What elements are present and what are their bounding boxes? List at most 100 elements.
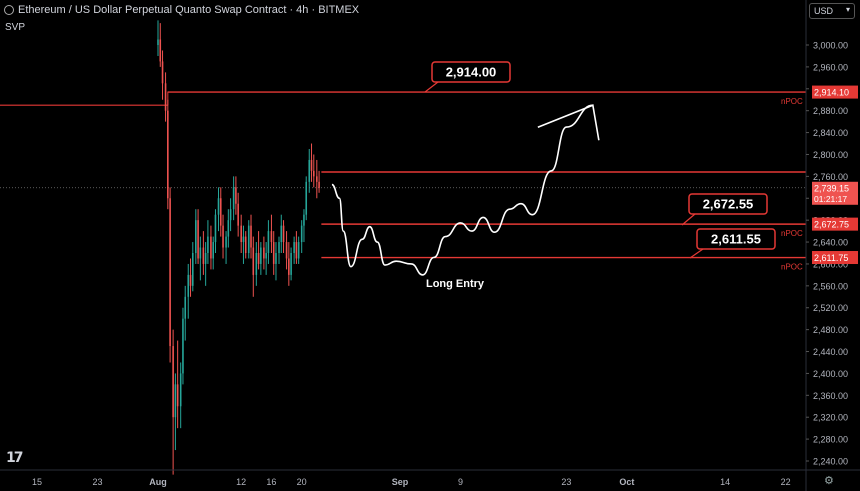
candle-body — [260, 247, 262, 264]
y-tick-label: 2,400.00 — [813, 369, 848, 379]
candle-body — [225, 236, 227, 248]
y-tick-label: 2,280.00 — [813, 435, 848, 445]
x-tick-label: 12 — [236, 477, 246, 487]
y-tick-label: 2,240.00 — [813, 457, 848, 467]
y-tick-label: 2,600.00 — [813, 259, 848, 269]
x-tick-label: Oct — [619, 477, 634, 487]
candle-body — [242, 236, 245, 243]
level-callout-box[interactable] — [696, 228, 776, 250]
candle-body — [182, 318, 184, 374]
tradingview-logo[interactable]: 17 — [6, 450, 24, 466]
candle-body — [278, 242, 280, 253]
candle-body — [303, 214, 305, 226]
x-tick-label: 9 — [458, 477, 463, 487]
candle-body — [197, 220, 199, 259]
level-callout-box[interactable] — [431, 61, 511, 83]
price-axis[interactable] — [806, 0, 860, 491]
candle-body — [255, 253, 258, 275]
last-price-label: 2,739.15 — [814, 183, 849, 193]
candle-body — [282, 225, 285, 243]
candle-body — [237, 203, 239, 226]
candle-body — [305, 181, 308, 215]
candle-body — [174, 384, 177, 418]
callout-pointer — [681, 213, 696, 226]
candle-body — [189, 274, 192, 286]
candle-body — [157, 39, 159, 45]
y-tick-label: 2,960.00 — [813, 62, 848, 72]
arrow-head — [537, 104, 600, 141]
candle-body — [222, 225, 224, 248]
candle-body — [297, 242, 300, 259]
gear-icon[interactable]: ⚙ — [824, 475, 834, 487]
candle-body — [217, 198, 220, 215]
indicator-label[interactable]: SVP — [5, 22, 26, 33]
last-price-countdown: 01:21:17 — [814, 194, 847, 204]
candle-body — [204, 253, 207, 264]
candle-body — [210, 236, 212, 259]
level-price-tag-label: 2,672.75 — [814, 220, 849, 230]
level-callout-label: 2,914.00 — [446, 65, 497, 80]
npoc-label: nPOC — [781, 97, 803, 106]
y-tick-label: 3,000.00 — [813, 41, 848, 51]
level-price-tag-label: 2,611.75 — [814, 253, 848, 263]
candle-body — [272, 242, 275, 264]
candle-body — [265, 253, 267, 259]
candle-body — [288, 258, 290, 275]
level-price-tag-label: 2,914.10 — [814, 88, 849, 98]
y-tick-label: 2,840.00 — [813, 128, 848, 138]
x-tick-label: 15 — [32, 477, 42, 487]
level-callout-label: 2,672.55 — [703, 197, 754, 212]
x-tick-label: 23 — [92, 477, 102, 487]
candle-body — [290, 253, 292, 275]
candle-body — [285, 242, 288, 259]
long-entry-label: Long Entry — [426, 278, 485, 290]
candle-body — [179, 373, 182, 407]
projected-path — [331, 104, 593, 276]
candle-body — [318, 181, 320, 188]
candle-body — [187, 274, 190, 297]
x-tick-label: 16 — [266, 477, 276, 487]
candle-body — [257, 253, 260, 264]
candle-body — [159, 39, 162, 62]
candle-body — [191, 253, 194, 286]
y-tick-label: 2,880.00 — [813, 106, 848, 116]
x-tick-label: 20 — [297, 477, 307, 487]
candle-body — [235, 187, 237, 204]
candle-body — [164, 83, 167, 111]
candle-body — [172, 346, 174, 418]
currency-label: USD — [814, 6, 834, 16]
candle-body — [167, 110, 169, 199]
y-tick-label: 2,560.00 — [813, 281, 848, 291]
symbol-icon[interactable] — [4, 5, 14, 15]
y-tick-label: 2,480.00 — [813, 325, 848, 335]
candle-body — [229, 209, 232, 221]
y-tick-label: 2,640.00 — [813, 238, 848, 248]
candle-body — [250, 225, 252, 248]
x-tick-label: 23 — [561, 477, 571, 487]
candle-body — [214, 214, 217, 243]
candle-body — [199, 247, 202, 259]
candle-body — [252, 247, 255, 275]
candle-body — [207, 236, 209, 253]
candle-body — [184, 296, 187, 319]
level-price-tag — [812, 251, 858, 265]
candle-body — [212, 242, 215, 259]
currency-selector[interactable]: USD ▾ — [809, 3, 855, 19]
level-callout-label: 2,611.55 — [711, 232, 761, 247]
npoc-label: nPOC — [781, 263, 803, 272]
y-tick-label: 2,320.00 — [813, 413, 848, 423]
candle-body — [270, 231, 273, 243]
symbol-title[interactable]: Ethereum / US Dollar Perpetual Quanto Sw… — [18, 4, 360, 16]
candle-body — [195, 220, 197, 253]
callout-pointer — [689, 248, 704, 259]
candle-body — [275, 253, 277, 264]
candle-body — [247, 225, 250, 253]
level-callout-box[interactable] — [688, 193, 768, 215]
candle-body — [293, 242, 295, 253]
candle-body — [227, 220, 230, 237]
candle-body — [316, 176, 318, 182]
candle-body — [263, 247, 265, 259]
y-tick-label: 2,360.00 — [813, 391, 848, 401]
candle-body — [300, 225, 303, 243]
